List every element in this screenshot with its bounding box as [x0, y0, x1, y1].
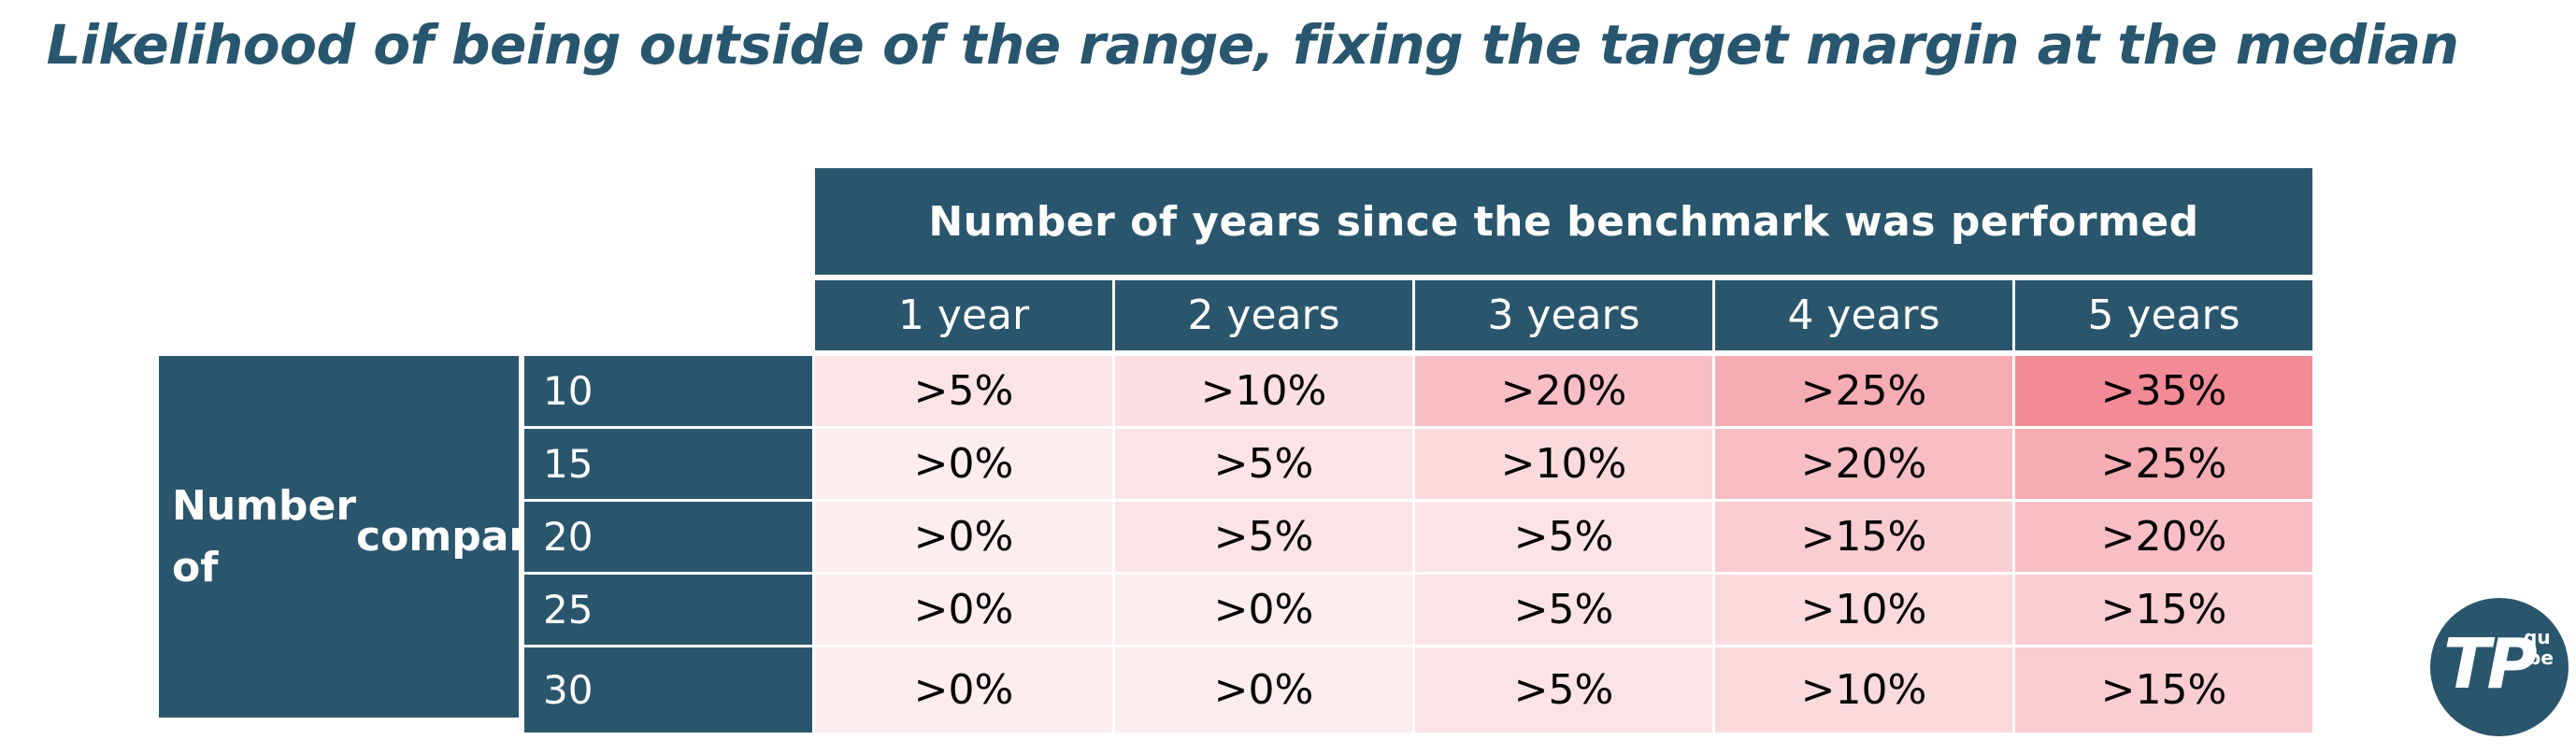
table-cell: >5% [1415, 502, 1712, 572]
logo-sup-bottom: be [2527, 647, 2554, 669]
column-header: 3 years [1415, 280, 1712, 350]
table-cell: >10% [1115, 356, 1412, 426]
table-cell: >35% [2015, 356, 2312, 426]
column-header: 2 years [1115, 280, 1412, 350]
page-title: Likelihood of being outside of the range… [46, 13, 2459, 77]
table-cell: >15% [1715, 502, 2012, 572]
logo-sup-top: qu [2524, 626, 2551, 648]
table-cell: >0% [815, 502, 1112, 572]
row-header: 20 [524, 502, 812, 572]
table-cell: >10% [1715, 575, 2012, 645]
column-header: 1 year [815, 280, 1112, 350]
table-cell: >5% [1415, 575, 1712, 645]
row-group-header-line: Number of [172, 481, 357, 591]
row-header: 15 [524, 429, 812, 499]
table-cell: >5% [815, 356, 1112, 426]
table-cell: >10% [1715, 647, 2012, 733]
row-header: 30 [524, 647, 812, 733]
table-cell: >0% [815, 429, 1112, 499]
column-header: 4 years [1715, 280, 2012, 350]
table-cell: >25% [1715, 356, 2012, 426]
table-cell: >20% [1715, 429, 2012, 499]
table-cell: >0% [815, 647, 1112, 733]
table-cell: >0% [1115, 647, 1412, 733]
table-cell: >0% [1115, 575, 1412, 645]
table-cell: >15% [2015, 647, 2312, 733]
table-cell: >20% [2015, 502, 2312, 572]
logo-text: TP [2443, 624, 2538, 704]
table-cell: >15% [2015, 575, 2312, 645]
row-header: 10 [524, 356, 812, 426]
column-group-header: Number of years since the benchmark was … [815, 168, 2312, 275]
tpqube-logo: TP qu be [2430, 598, 2569, 736]
row-header: 25 [524, 575, 812, 645]
table-cell: >0% [815, 575, 1112, 645]
table-cell: >5% [1115, 502, 1412, 572]
table-cell: >5% [1415, 647, 1712, 733]
table-cell: >20% [1415, 356, 1712, 426]
row-group-header: Number ofcomparablecompaniesinitiallysel… [159, 356, 1247, 718]
table-cell: >5% [1115, 429, 1412, 499]
table-cell: >25% [2015, 429, 2312, 499]
table-cell: >10% [1415, 429, 1712, 499]
column-header: 5 years [2015, 280, 2312, 350]
